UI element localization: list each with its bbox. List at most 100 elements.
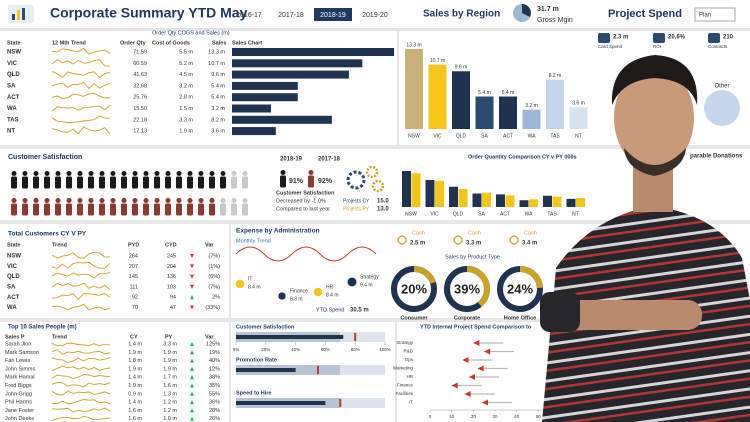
dropdown[interactable]	[694, 7, 736, 22]
person-icon	[55, 176, 61, 189]
kpi-label: Contracts	[708, 44, 728, 49]
person-icon	[11, 203, 17, 216]
var-arrow	[190, 358, 194, 363]
sparkline	[51, 93, 111, 99]
y-tick-label: Strategy	[396, 340, 414, 345]
person-icon	[187, 171, 193, 176]
row-label: QLD	[7, 274, 20, 280]
gross-margin-pie	[513, 4, 531, 22]
sparkline	[51, 115, 111, 124]
kpi-value: 3.3 m	[466, 241, 481, 247]
kpi-value: 91%	[289, 178, 304, 185]
person-icon	[187, 198, 193, 203]
column-header: PYD	[128, 242, 139, 248]
person-icon	[77, 203, 83, 216]
cell: 264	[129, 253, 138, 259]
arrow-head	[451, 382, 458, 389]
person-icon	[121, 203, 127, 216]
person-icon	[33, 171, 39, 176]
bar	[482, 192, 491, 207]
label: Finance	[290, 288, 308, 294]
sparkline	[51, 415, 110, 421]
cell: 1.7 m	[163, 375, 177, 381]
bar	[232, 93, 298, 102]
row-label: Mark Hamal	[5, 375, 35, 381]
section-title: Total Customers CY V PY	[8, 231, 87, 238]
year-tab[interactable]: 2017-18	[278, 12, 304, 19]
person-icon	[154, 171, 160, 176]
data-label: 13.3 m	[406, 42, 421, 48]
x-tick-label: 20%	[261, 347, 270, 352]
person-icon	[55, 171, 61, 176]
var-arrow	[190, 254, 194, 258]
bar	[519, 200, 529, 207]
person-icon	[110, 203, 116, 216]
person-icon	[165, 198, 171, 203]
row-label: QLD	[7, 72, 20, 78]
person-icon	[242, 198, 248, 203]
person-icon	[44, 176, 50, 189]
person-icon	[154, 198, 160, 203]
person-icon	[176, 198, 182, 203]
dropdown-value[interactable]: Plan	[699, 13, 711, 19]
person-icon	[242, 203, 248, 216]
x-tick-label: 80%	[351, 347, 360, 352]
year-tab[interactable]: 2016-17	[236, 12, 262, 19]
separator	[0, 318, 750, 322]
bar	[496, 194, 505, 207]
x-tick-label: NSW	[408, 133, 420, 139]
x-tick-label: 40%	[291, 347, 300, 352]
person-icon	[77, 176, 83, 189]
cell: 3.6 m	[211, 129, 225, 135]
x-tick-label: SA	[481, 133, 488, 139]
sparkline	[51, 342, 111, 347]
cell: 3.3 m	[179, 117, 193, 123]
kpi-icon	[653, 33, 665, 43]
x-tick-label: QLD	[456, 133, 467, 139]
category-label: Home Office	[504, 315, 536, 321]
chart-title: Sales by Product Type	[445, 254, 500, 260]
presenter-photo	[540, 55, 750, 422]
person-icon	[176, 203, 182, 216]
sparkline	[51, 81, 111, 90]
column-header: 12 Mth Trend	[52, 40, 86, 46]
y-tick-label: IT	[409, 400, 413, 405]
section-title: Expense by Administration	[236, 228, 320, 235]
x-tick-label: WA	[525, 211, 534, 217]
bar	[232, 104, 271, 113]
donut-arc	[497, 266, 543, 312]
x-tick-label: 50	[536, 414, 542, 419]
person-icon	[121, 171, 127, 176]
year-tab[interactable]: 2018-19	[320, 12, 346, 19]
person-icon	[66, 171, 72, 176]
section-title: Customer Satisfaction	[8, 154, 82, 161]
table-title: Order Qty COGS and Sales (m)	[152, 30, 230, 36]
person-icon	[176, 171, 182, 176]
year-tab[interactable]: 2019-20	[362, 12, 388, 19]
cell: 55%	[209, 391, 220, 397]
x-tick-label: WA	[528, 133, 537, 139]
row-label: SA	[7, 284, 16, 290]
sparkline	[51, 390, 111, 396]
row-label: John Grigg	[5, 391, 32, 397]
cell: (7%)	[208, 284, 220, 290]
y-tick-label: Ops	[405, 357, 414, 362]
x-tick-label: ACT	[503, 133, 513, 139]
cell: 1.2 m	[163, 408, 177, 414]
kpi-label: Card Spend	[598, 44, 623, 49]
person-icon	[308, 170, 314, 175]
sparkline	[51, 349, 111, 355]
row-label: NT	[7, 129, 15, 135]
bar	[543, 195, 552, 207]
row-label: Jane Foster	[5, 408, 34, 414]
kpi-icon	[598, 33, 610, 43]
person-icon	[22, 171, 28, 176]
bubble	[313, 287, 323, 297]
sparkline	[51, 261, 111, 269]
section-title: Project Spend	[608, 8, 682, 20]
cell: 1.8 m	[128, 358, 142, 364]
sparkline	[51, 382, 111, 388]
arrow-head	[477, 365, 484, 372]
separator	[395, 322, 397, 422]
cell: 204	[167, 264, 176, 270]
